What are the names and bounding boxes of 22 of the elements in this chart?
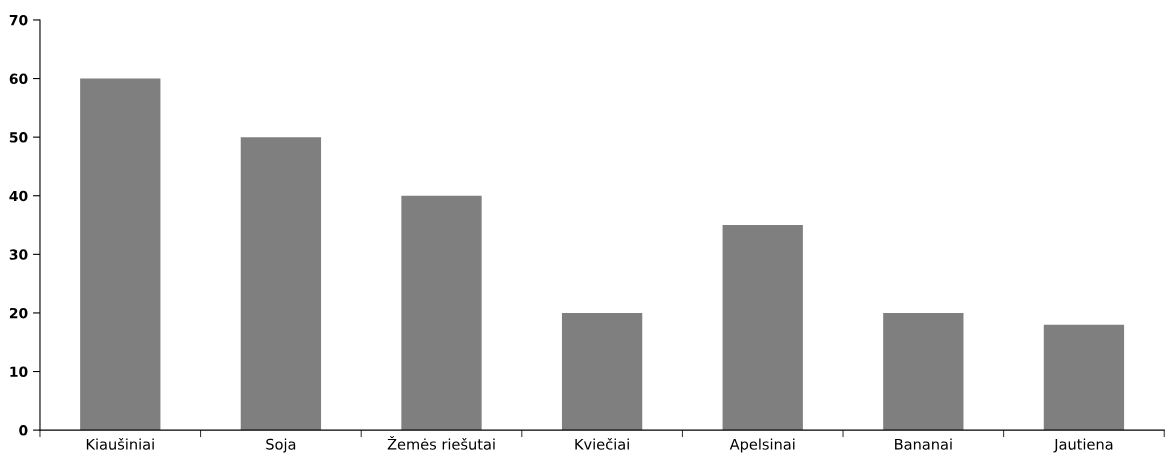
x-tick-label: Kiaušiniai <box>86 437 154 450</box>
y-tick-label: 10 <box>10 366 28 378</box>
x-tick-label: Žemės riešutai <box>387 436 495 450</box>
x-tick-label: Jautiena <box>1053 438 1113 453</box>
bar <box>561 312 643 431</box>
y-tick-label: 70 <box>9 14 28 26</box>
y-tick-label: 50 <box>9 132 28 143</box>
x-tick-label: Kviečiai <box>575 437 629 450</box>
x-tick-label: Apelsinai <box>729 438 795 453</box>
y-tick-label: 40 <box>9 190 28 202</box>
y-tick-label: 60 <box>9 73 28 85</box>
x-tick-label: Bananai <box>895 438 952 450</box>
bar <box>722 225 803 431</box>
y-tick-label: 20 <box>9 307 28 319</box>
bar <box>1043 324 1125 431</box>
y-tick-label: 30 <box>9 249 28 260</box>
bar <box>240 137 322 431</box>
bar <box>80 78 161 431</box>
bar <box>883 312 964 431</box>
x-tick-label: Soja <box>266 438 296 453</box>
bar <box>401 195 482 431</box>
y-tick-label: 0 <box>19 425 28 436</box>
